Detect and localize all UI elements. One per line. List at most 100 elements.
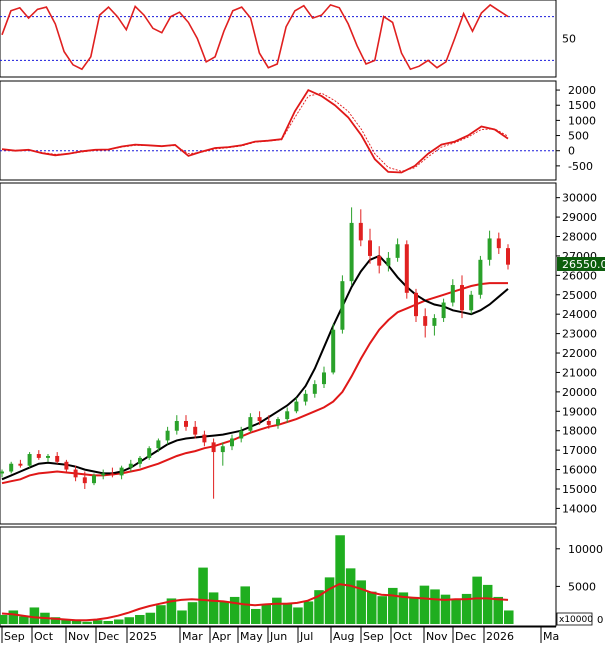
month-label: May [240,630,263,643]
candle-body [202,434,207,443]
month-label: Jun [269,630,287,643]
volume-bar [377,596,388,624]
price-candle [110,467,115,478]
price-tick-label: 30000 [562,192,597,205]
price-candle [322,366,326,388]
volume-bar [472,576,482,624]
volume-bar [19,616,29,624]
candle-body [423,316,428,326]
volume-bar [29,607,40,624]
volume-tick-label: 5000 [568,580,596,593]
volume-bar [187,602,198,624]
volume-bar [419,585,430,624]
candle-body [496,238,501,249]
candle-body [432,318,437,326]
price-tick-label: 20000 [562,386,597,399]
macd-tick-label: 1500 [568,99,596,112]
volume-bar [356,580,366,624]
candle-body [340,281,345,330]
macd-axis: 2000 1500 1000 500 0 -500 [556,84,596,173]
stochastic-tick-label: 50 [562,33,576,46]
volume-bar [8,610,19,624]
volume-bar [482,584,493,624]
candle-body [441,302,446,319]
volume-unit-suffix: 0 [597,615,603,626]
volume-bar [272,597,282,624]
volume-bar [493,596,503,624]
volume-bar [156,605,166,624]
volume-tick-label: 10000 [568,543,603,556]
candle-body [220,446,225,453]
volume-bar [335,535,345,624]
price-candle [230,434,234,451]
candle-body [358,222,363,241]
macd-tick-label: 1000 [568,114,596,127]
price-tick-label: 26000 [562,269,597,282]
price-candle [119,465,124,480]
candle-body [478,259,483,295]
month-label: Mar [182,630,203,643]
price-candle [9,461,14,474]
price-tick-label: 23000 [562,328,597,341]
stochastic-panel: 50 [0,0,576,78]
stochastic-line [1,3,509,71]
candle-body [156,440,161,449]
candle-body [138,457,142,464]
stochastic-lines [1,3,509,71]
volume-bar [303,601,314,624]
price-candle [202,430,207,447]
price-candles [0,207,510,499]
candle-body [276,419,280,425]
price-candle [404,240,409,299]
price-candle [27,452,32,468]
volume-bar [124,617,135,624]
price-candle [82,471,87,489]
macd-line [1,88,509,174]
price-tick-label: 16000 [562,464,597,477]
candle-body [9,463,14,472]
candle-body [73,469,78,478]
candle-body [395,244,400,258]
candle-body [92,475,96,484]
volume-bar [324,577,335,624]
volume-bar [504,610,514,624]
price-ma-red [1,282,508,485]
price-candle [36,450,41,460]
volume-ma-line [1,583,509,622]
price-candle [211,438,216,499]
month-label: Nov [426,630,448,643]
price-candle [303,389,308,406]
volume-bar [198,567,208,624]
volume-bar [208,592,219,624]
candle-body [211,442,216,453]
price-candle [395,238,400,262]
price-candle [128,459,133,472]
candle-body [18,463,23,466]
price-tick-label: 25000 [562,289,597,302]
candle-body [285,411,290,420]
candle-body [331,329,336,373]
price-candle [450,279,455,307]
price-ma-black [1,254,509,481]
volume-bar [388,587,398,624]
candle-body [165,430,170,441]
month-label: Aug [333,630,354,643]
month-labels: Sep Oct Nov Dec 2025 Mar Apr May Jun Jul Aug Sep Oct… [1,627,559,643]
price-tick-label: 19000 [562,405,597,418]
volume-bar [251,608,261,624]
price-panel-border [0,182,557,525]
price-candle [414,288,418,322]
volume-unit-box [556,612,593,626]
candle-body [101,473,106,476]
price-candle [138,455,142,468]
volume-bar [177,610,187,624]
price-tick-label: 28000 [562,231,597,244]
candle-body [46,455,50,458]
candle-body [110,473,115,476]
price-candle [101,469,106,480]
price-tick-label: 21000 [562,367,597,380]
candle-body [487,238,492,260]
volume-bar [314,590,324,624]
price-tick-label: 15000 [562,483,597,496]
